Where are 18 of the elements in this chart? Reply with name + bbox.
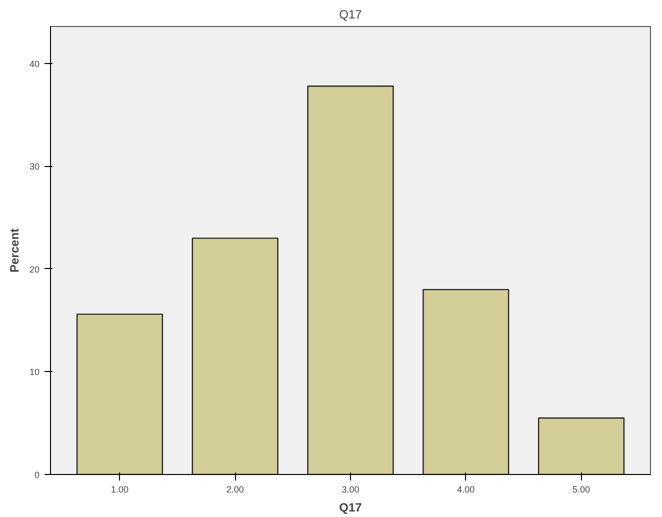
x-tick-label: 3.00 [342, 484, 360, 494]
y-axis-title: Percent [7, 228, 22, 273]
bar [538, 417, 625, 474]
y-tick-label: 10 [29, 367, 40, 378]
y-tick-label: 30 [29, 162, 40, 172]
chart-title: Q17 [339, 8, 362, 22]
x-tick-label: 1.00 [110, 484, 129, 494]
x-tick-label: 2.00 [226, 484, 244, 494]
y-tick-label: 20 [29, 264, 40, 274]
x-tick-label: 5.00 [572, 484, 590, 494]
y-tick-label: 0 [34, 470, 40, 480]
bar [307, 85, 394, 474]
bar [422, 288, 510, 474]
bar [192, 238, 278, 474]
x-axis-title: Q17 [339, 500, 362, 514]
bar [76, 314, 164, 474]
x-tick-label: 4.00 [457, 484, 475, 494]
y-tick-label: 40 [29, 58, 40, 69]
